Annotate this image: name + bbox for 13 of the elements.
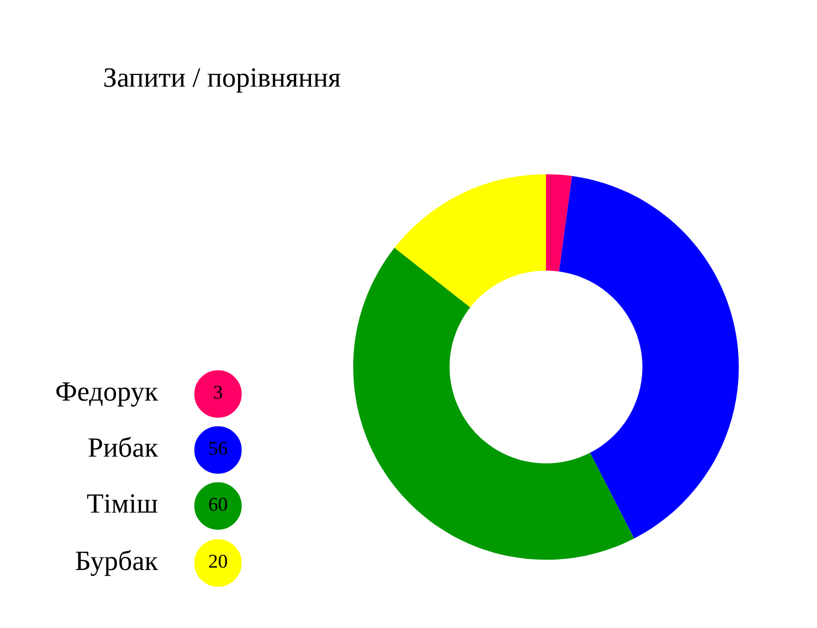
- legend-label: Рибак: [88, 436, 158, 457]
- data-label: 3: [214, 386, 222, 399]
- legend-label: Бурбак: [76, 550, 158, 576]
- donut-slice: [353, 248, 634, 560]
- data-label: 20: [209, 554, 227, 568]
- donut-slice: [546, 174, 572, 272]
- legend-label: Федорук: [56, 382, 158, 407]
- data-label: 60: [209, 498, 227, 511]
- chart-title: Запити / порівняння: [104, 68, 340, 93]
- data-label: 56: [209, 442, 228, 455]
- donut-slice: [394, 174, 546, 308]
- legend-label: Тіміш: [87, 494, 158, 513]
- donut-slice: [559, 176, 739, 538]
